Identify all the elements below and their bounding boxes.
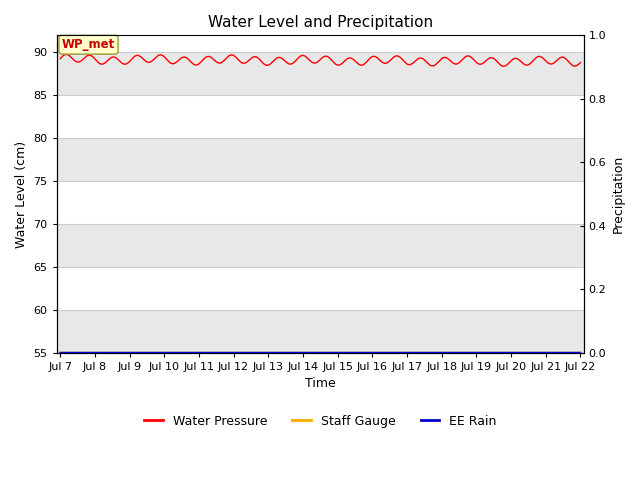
Bar xyxy=(57,52,584,96)
Y-axis label: Precipitation: Precipitation xyxy=(612,155,625,233)
Title: Water Level and Precipitation: Water Level and Precipitation xyxy=(208,15,433,30)
Y-axis label: Water Level (cm): Water Level (cm) xyxy=(15,141,28,248)
Bar xyxy=(57,224,584,267)
Text: WP_met: WP_met xyxy=(62,38,115,51)
Legend: Water Pressure, Staff Gauge, EE Rain: Water Pressure, Staff Gauge, EE Rain xyxy=(139,409,502,432)
Bar xyxy=(57,138,584,181)
Bar xyxy=(57,310,584,353)
X-axis label: Time: Time xyxy=(305,377,335,390)
